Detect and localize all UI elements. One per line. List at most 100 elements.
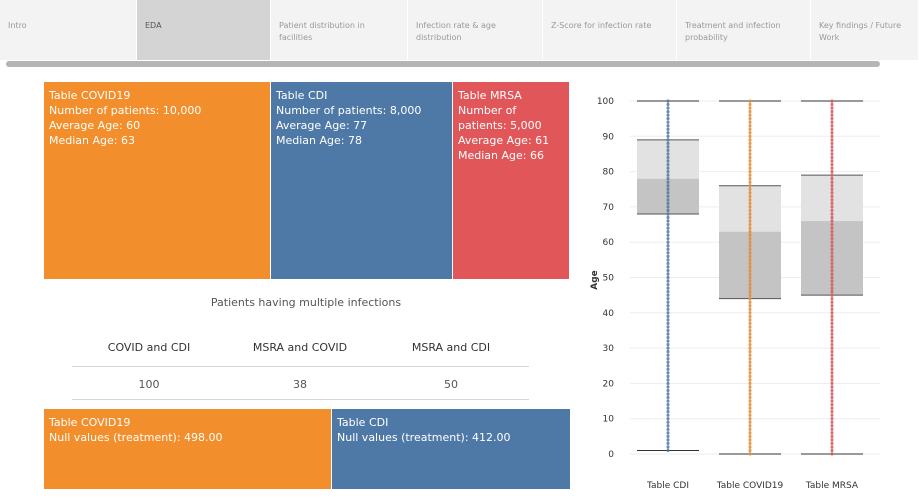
data-point (666, 445, 670, 449)
tab-key-findings[interactable]: Key findings / Future Work (811, 0, 919, 60)
data-point (666, 219, 670, 223)
data-point (748, 212, 752, 216)
box-lower-half (719, 231, 781, 299)
data-point (666, 385, 670, 389)
data-point (666, 99, 670, 103)
data-point (830, 230, 834, 234)
data-point (830, 198, 834, 202)
data-point (748, 244, 752, 248)
treemap-cell-cdi-nulls[interactable]: Table CDI Null values (treatment): 412.0… (332, 409, 570, 489)
tab-patient-distribution[interactable]: Patient distribution in facilities (271, 0, 408, 60)
table-name: Table COVID19 (49, 416, 131, 429)
data-point (748, 388, 752, 393)
data-point (666, 205, 670, 209)
data-point (830, 113, 834, 117)
treemap-cell-covid19[interactable]: Table COVID19 Number of patients: 10,000… (44, 82, 270, 279)
data-point (748, 304, 752, 308)
data-point (666, 399, 670, 403)
data-point (830, 360, 834, 364)
data-point (748, 173, 752, 177)
data-point (830, 244, 834, 248)
y-tick-label: 0 (608, 450, 614, 460)
data-point (748, 452, 752, 456)
dashboard-tab-bar: Intro EDA Patient distribution in facili… (0, 0, 919, 62)
data-point (830, 367, 834, 371)
data-point (748, 198, 752, 202)
tab-eda[interactable]: EDA (137, 0, 271, 60)
tab-treatment-probability[interactable]: Treatment and infection probability (677, 0, 811, 60)
data-point (748, 300, 752, 304)
data-point (748, 141, 752, 145)
tab-infection-rate[interactable]: Infection rate & age distribution (408, 0, 543, 60)
data-point (748, 297, 752, 301)
data-point (666, 106, 670, 110)
data-point (748, 441, 752, 446)
data-point (748, 311, 752, 315)
data-point (830, 215, 834, 220)
treemap-cell-mrsa[interactable]: Table MRSA Number of patients: 5,000 Ave… (453, 82, 569, 279)
table-name: Table CDI (337, 416, 389, 429)
data-point (666, 184, 670, 188)
data-point (830, 131, 834, 135)
data-point (666, 342, 670, 347)
data-point (748, 145, 752, 149)
data-point (830, 187, 834, 191)
data-point (748, 148, 752, 153)
average-age: Average Age: 77 (276, 119, 368, 132)
data-point (830, 452, 834, 456)
data-point (666, 120, 670, 124)
data-point (830, 300, 834, 304)
data-point (748, 402, 752, 407)
tab-intro[interactable]: Intro (0, 0, 137, 60)
data-point (666, 265, 670, 269)
data-point (748, 420, 752, 424)
data-point (666, 300, 670, 304)
data-point (748, 191, 752, 195)
data-point (666, 339, 670, 343)
data-point (830, 431, 834, 435)
data-point (666, 124, 670, 128)
cell-value: 38 (293, 378, 307, 391)
data-point (666, 371, 670, 375)
data-point (830, 307, 834, 311)
data-point (666, 170, 670, 174)
data-point (830, 282, 834, 287)
treemap-cell-cdi[interactable]: Table CDI Number of patients: 8,000 Aver… (271, 82, 452, 279)
data-point (748, 109, 752, 114)
data-point (748, 272, 752, 276)
data-point (748, 120, 752, 124)
data-point (748, 392, 752, 396)
data-point (666, 392, 670, 396)
data-point (666, 286, 670, 290)
data-point (666, 374, 670, 378)
data-point (830, 159, 834, 163)
tab-label: EDA (145, 21, 162, 30)
data-point (748, 307, 752, 311)
data-point (830, 212, 834, 216)
data-point (830, 448, 834, 453)
data-point (748, 226, 752, 230)
y-tick-label: 80 (603, 168, 615, 178)
tab-z-score[interactable]: Z-Score for infection rate (543, 0, 677, 60)
data-point (830, 293, 834, 297)
data-point (830, 275, 834, 280)
data-point (748, 328, 752, 333)
tab-label: Z-Score for infection rate (551, 21, 652, 30)
data-point (748, 106, 752, 110)
treemap-cell-covid19-nulls[interactable]: Table COVID19 Null values (treatment): 4… (44, 409, 331, 489)
data-point (830, 445, 834, 449)
data-point (830, 339, 834, 343)
horizontal-scrollbar[interactable] (6, 61, 880, 67)
data-point (830, 237, 834, 241)
data-point (748, 438, 752, 442)
data-point (830, 177, 834, 181)
average-age: Average Age: 61 (458, 134, 550, 147)
median-age: Median Age: 66 (458, 149, 544, 162)
data-point (830, 120, 834, 124)
data-point (830, 279, 834, 283)
data-point (666, 420, 670, 424)
data-point (830, 222, 834, 227)
data-point (830, 346, 834, 350)
data-point (830, 240, 834, 244)
y-tick-label: 10 (603, 415, 615, 425)
